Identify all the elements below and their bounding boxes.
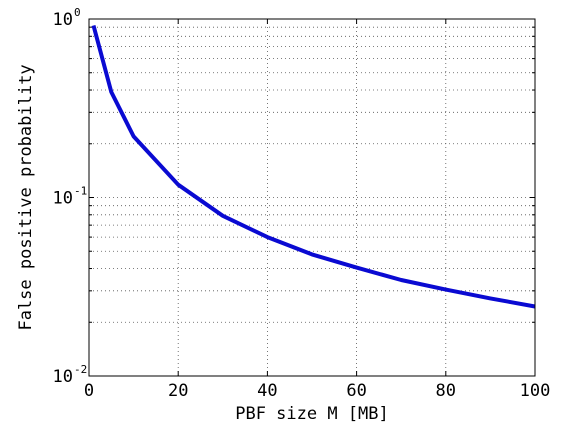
- x-axis-label: PBF size M [MB]: [235, 404, 389, 424]
- x-tick-label: 0: [84, 381, 94, 401]
- x-tick-labels: 0 20 40 60 80 100: [84, 381, 550, 401]
- y-tick-exponent: -2: [74, 363, 87, 376]
- series-line: [91, 24, 536, 309]
- plot-area: [89, 19, 535, 376]
- y-axis-label: False positive probability: [16, 64, 36, 330]
- y-tick-label: 10: [53, 10, 73, 30]
- x-tick-label: 100: [520, 381, 551, 401]
- x-tick-label: 20: [168, 381, 188, 401]
- y-tick-label: 10: [53, 367, 73, 387]
- plot-frame: [88, 18, 536, 377]
- x-tick-label: 80: [436, 381, 456, 401]
- x-tick-label: 60: [346, 381, 366, 401]
- y-tick-exponent: 0: [74, 6, 81, 19]
- series-group: [91, 24, 536, 309]
- x-tick-label: 40: [257, 381, 277, 401]
- y-tick-exponent: -1: [74, 185, 87, 198]
- y-tick-label: 10: [53, 189, 73, 209]
